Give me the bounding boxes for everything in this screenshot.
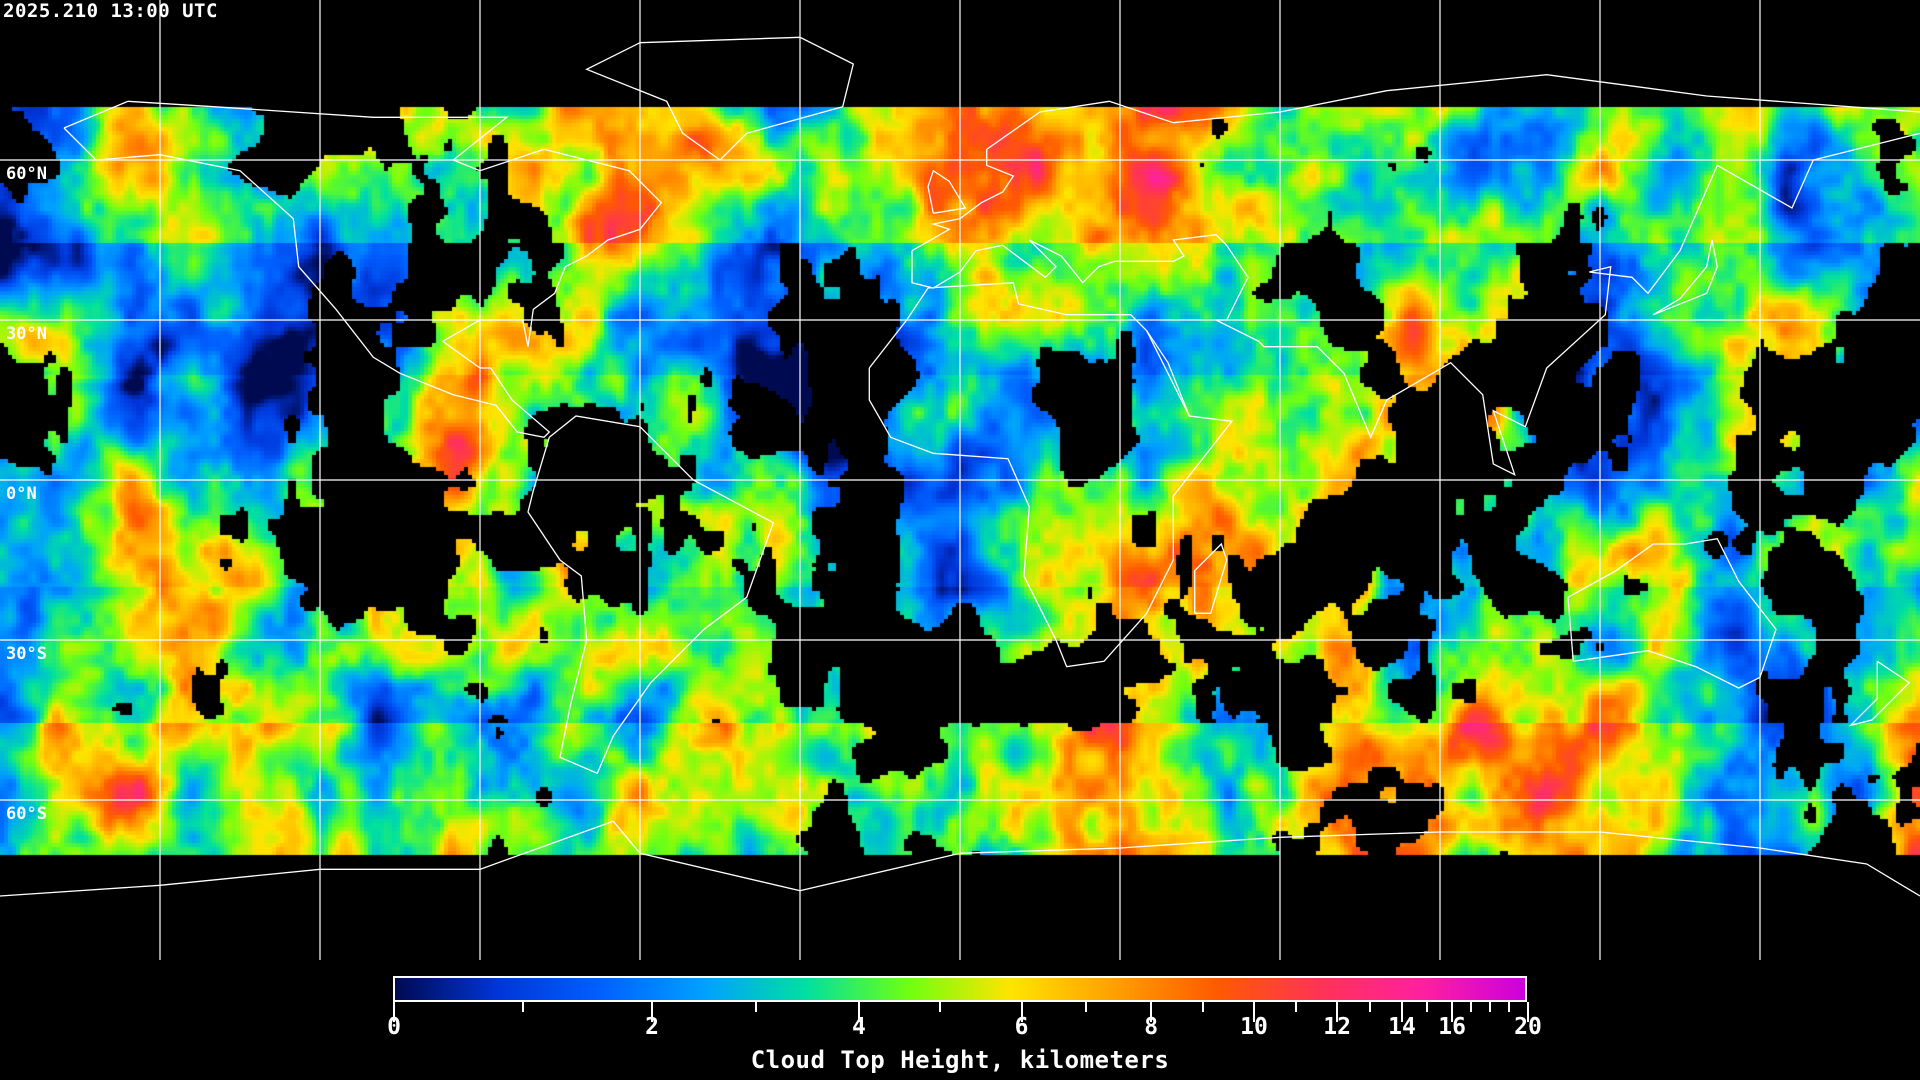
major-tick (1401, 1002, 1403, 1022)
minor-tick (1426, 1002, 1429, 1012)
coastline-africa (868, 282, 1234, 668)
lat-label-30n: 30°N (6, 324, 47, 344)
minor-tick (939, 1002, 942, 1012)
major-tick (1020, 1002, 1023, 1022)
major-tick (393, 1002, 395, 1022)
coastline-greenland (585, 36, 855, 161)
tick-label: 14 (1388, 1014, 1416, 1040)
coastline-new-zealand (1848, 660, 1911, 727)
tick-label: 8 (1144, 1014, 1159, 1040)
map-overlay (0, 0, 1920, 960)
major-tick (857, 1002, 860, 1022)
major-tick (1150, 1002, 1153, 1022)
minor-tick (522, 1002, 525, 1012)
minor-tick (1470, 1002, 1473, 1012)
coastlines (0, 36, 1920, 897)
colorbar-title: Cloud Top Height, kilometers (750, 1046, 1170, 1074)
graticule (0, 0, 1920, 960)
lat-label-0n: 0°N (6, 484, 37, 504)
coastline-south-america (527, 415, 775, 775)
coastline-north-america (63, 100, 663, 439)
minor-tick (754, 1002, 757, 1012)
tick-label: 6 (1014, 1014, 1029, 1040)
colorbar (393, 976, 1527, 1002)
tick-label: 16 (1438, 1014, 1466, 1040)
minor-tick (1085, 1002, 1088, 1012)
tick-label: 20 (1514, 1014, 1542, 1040)
tick-label: 2 (645, 1014, 660, 1040)
major-tick (1527, 1002, 1529, 1022)
coastline-red-sea (1146, 330, 1190, 417)
minor-tick (1368, 1002, 1371, 1012)
colorbar-ticks (393, 1002, 1529, 1022)
coastline-europe-asia-south (911, 132, 1920, 476)
coastline-japan (1652, 239, 1718, 316)
major-tick (1253, 1002, 1256, 1022)
coastline-australia (1567, 537, 1777, 689)
tick-label: 4 (852, 1014, 866, 1040)
minor-tick (1489, 1002, 1492, 1012)
tick-label: 10 (1240, 1014, 1268, 1040)
timestamp: 2025.210 13:00 UTC (3, 0, 218, 22)
lat-label-60s: 60°S (6, 804, 47, 824)
major-tick (1336, 1002, 1339, 1022)
minor-tick (1508, 1002, 1511, 1012)
lat-label-60n: 60°N (6, 164, 47, 184)
coastline-europe-north (911, 74, 1920, 252)
lat-label-30s: 30°S (6, 644, 47, 664)
minor-tick (1294, 1002, 1297, 1012)
coastline-madagascar (1194, 542, 1228, 614)
tick-label: 0 (387, 1014, 401, 1040)
minor-tick (1201, 1002, 1204, 1012)
major-tick (651, 1002, 654, 1022)
major-tick (1451, 1002, 1454, 1022)
tick-label: 12 (1323, 1014, 1351, 1040)
